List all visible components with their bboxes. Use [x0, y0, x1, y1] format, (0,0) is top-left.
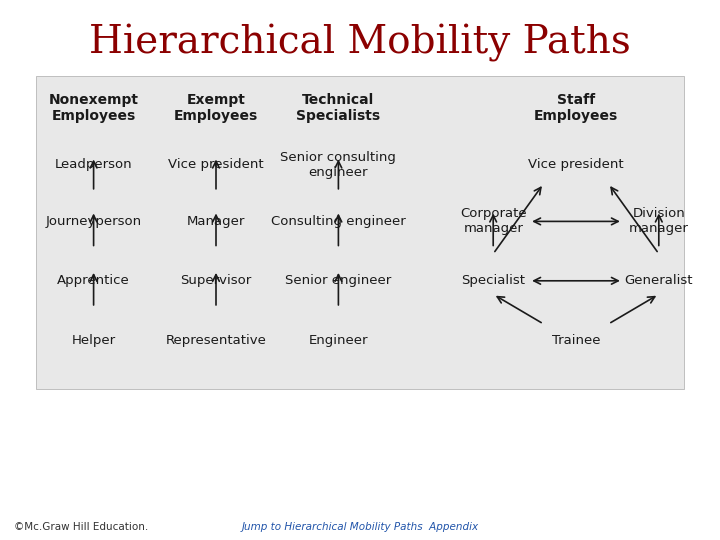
Text: Senior engineer: Senior engineer — [285, 274, 392, 287]
Text: Trainee: Trainee — [552, 334, 600, 347]
Text: Journeyperson: Journeyperson — [45, 215, 142, 228]
Text: Nonexempt
Employees: Nonexempt Employees — [49, 93, 139, 123]
Text: Corporate
manager: Corporate manager — [460, 207, 526, 235]
Text: Leadperson: Leadperson — [55, 158, 132, 171]
Text: Supervisor: Supervisor — [181, 274, 251, 287]
Text: Division
manager: Division manager — [629, 207, 689, 235]
Text: Staff
Employees: Staff Employees — [534, 93, 618, 123]
Text: Engineer: Engineer — [309, 334, 368, 347]
Text: Representative: Representative — [166, 334, 266, 347]
FancyBboxPatch shape — [36, 76, 684, 389]
Text: Vice president: Vice president — [528, 158, 624, 171]
Text: Hierarchical Mobility Paths: Hierarchical Mobility Paths — [89, 24, 631, 62]
Text: Generalist: Generalist — [624, 274, 693, 287]
Text: Manager: Manager — [186, 215, 246, 228]
Text: Apprentice: Apprentice — [57, 274, 130, 287]
Text: Jump to Hierarchical Mobility Paths  Appendix: Jump to Hierarchical Mobility Paths Appe… — [241, 522, 479, 531]
Text: Senior consulting
engineer: Senior consulting engineer — [281, 151, 396, 179]
Text: Specialist: Specialist — [462, 274, 525, 287]
Text: Helper: Helper — [71, 334, 116, 347]
Text: Consulting engineer: Consulting engineer — [271, 215, 406, 228]
Text: Technical
Specialists: Technical Specialists — [297, 93, 380, 123]
Text: ©Mc.Graw Hill Education.: ©Mc.Graw Hill Education. — [14, 522, 148, 531]
Text: Exempt
Employees: Exempt Employees — [174, 93, 258, 123]
Text: Vice president: Vice president — [168, 158, 264, 171]
